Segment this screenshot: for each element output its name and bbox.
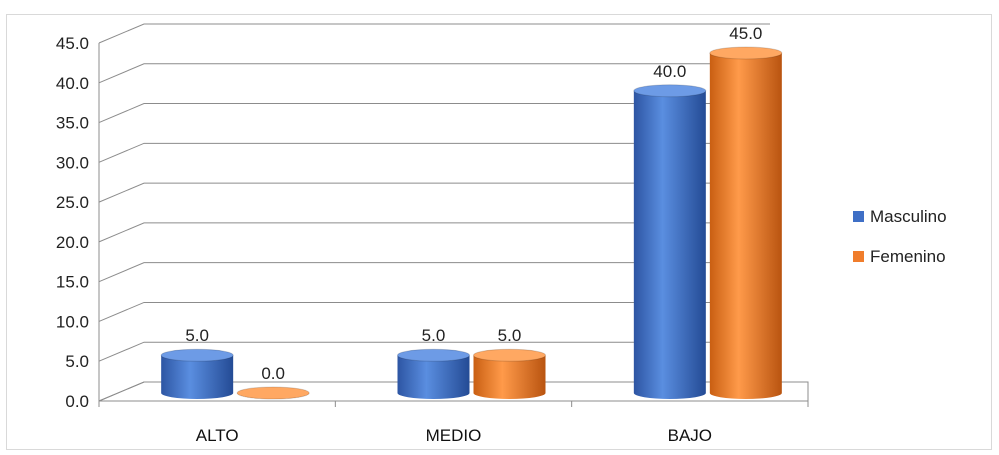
x-tick-label: MEDIO xyxy=(426,426,482,445)
bar-masculino-bajo xyxy=(633,90,706,400)
bar-femenino-bajo xyxy=(709,53,782,399)
gridline xyxy=(98,262,770,283)
data-label: 40.0 xyxy=(653,62,686,81)
legend-label: Femenino xyxy=(870,247,946,266)
bar-femenino-medio xyxy=(473,355,546,399)
gridline xyxy=(98,301,770,322)
legend-swatch xyxy=(853,251,864,262)
y-tick-label: 15.0 xyxy=(56,273,89,292)
y-tick-label: 20.0 xyxy=(56,233,89,252)
chart-svg: 0.0 5.0 10.0 15.0 20.0 25.0 30.0 35.0 40.0 45.0 AL… xyxy=(56,23,947,445)
data-label: 5.0 xyxy=(498,326,522,345)
gridline xyxy=(98,23,770,44)
gridline xyxy=(98,222,770,243)
y-tick-label: 5.0 xyxy=(65,352,89,371)
y-tick-label: 25.0 xyxy=(56,193,89,212)
legend-swatch xyxy=(853,211,864,222)
x-tick-label: BAJO xyxy=(668,426,712,445)
data-label: 5.0 xyxy=(185,326,209,345)
y-tick-label: 45.0 xyxy=(56,34,89,53)
chart-frame: 0.0 5.0 10.0 15.0 20.0 25.0 30.0 35.0 40.0 45.0 AL… xyxy=(6,14,992,450)
bar-top-femenino-medio xyxy=(473,348,546,362)
x-tick-label: ALTO xyxy=(196,426,239,445)
data-label: 0.0 xyxy=(261,364,285,383)
y-tick-label: 30.0 xyxy=(56,153,89,172)
bar-top-femenino-bajo xyxy=(709,46,783,60)
bar-top-masculino-bajo xyxy=(633,84,707,98)
gridline xyxy=(98,63,770,84)
data-label: 5.0 xyxy=(422,326,446,345)
data-label: 45.0 xyxy=(729,24,762,43)
bar-top-masculino-alto xyxy=(160,348,234,362)
legend-label: Masculino xyxy=(870,207,947,226)
y-tick-label: 40.0 xyxy=(56,74,89,93)
gridline xyxy=(98,182,770,203)
gridline xyxy=(98,341,770,362)
bar-top-masculino-medio xyxy=(397,348,470,362)
bar-top-femenino-alto xyxy=(236,386,310,400)
bar-masculino-alto xyxy=(161,355,234,399)
gridline xyxy=(98,103,770,124)
y-tick-label: 35.0 xyxy=(56,114,89,133)
gridline xyxy=(98,142,770,163)
y-tick-label: 10.0 xyxy=(56,312,89,331)
bar-masculino-medio xyxy=(397,355,470,399)
y-tick-label: 0.0 xyxy=(65,392,89,411)
